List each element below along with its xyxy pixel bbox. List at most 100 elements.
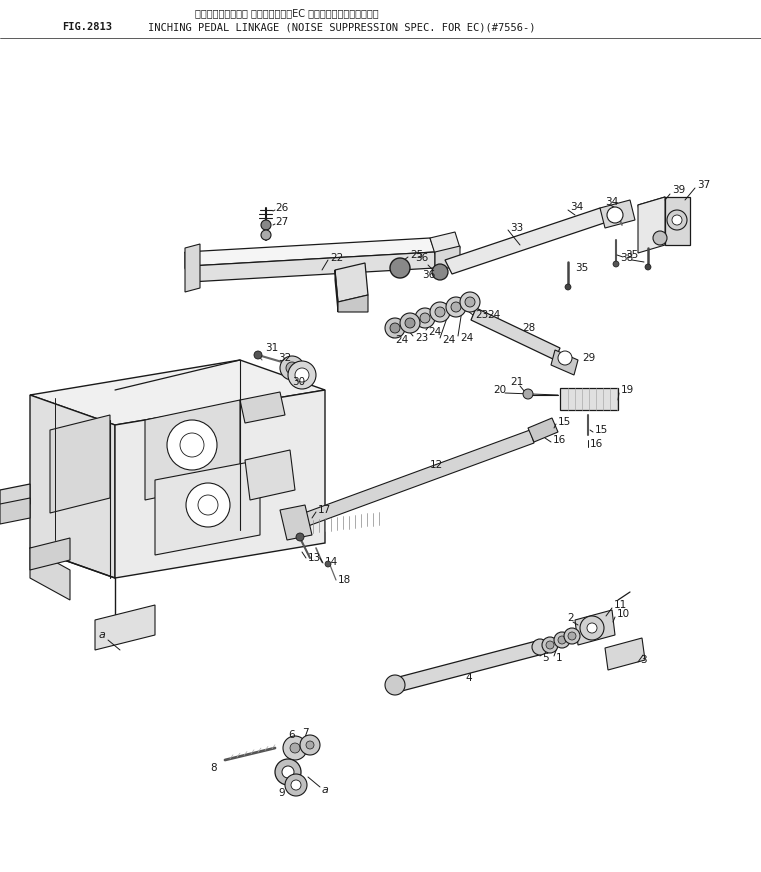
Text: 35: 35	[625, 250, 638, 260]
Circle shape	[667, 210, 687, 230]
Text: 34: 34	[570, 202, 583, 212]
Polygon shape	[145, 400, 240, 500]
Circle shape	[565, 284, 571, 290]
Ellipse shape	[66, 444, 94, 482]
Circle shape	[558, 351, 572, 365]
Text: 8: 8	[210, 763, 217, 773]
Text: 20: 20	[493, 385, 506, 395]
Polygon shape	[335, 270, 338, 312]
Circle shape	[300, 735, 320, 755]
Text: 25: 25	[410, 250, 423, 260]
Circle shape	[400, 313, 420, 333]
Polygon shape	[190, 252, 435, 282]
Polygon shape	[185, 244, 200, 292]
Polygon shape	[95, 605, 155, 650]
Circle shape	[290, 743, 300, 753]
Text: 14: 14	[325, 557, 338, 567]
Ellipse shape	[614, 648, 634, 662]
Text: a: a	[322, 785, 329, 795]
Polygon shape	[445, 208, 607, 274]
Polygon shape	[30, 395, 115, 578]
Circle shape	[564, 628, 580, 644]
Polygon shape	[605, 638, 645, 670]
Polygon shape	[600, 200, 635, 228]
Text: 1: 1	[556, 653, 562, 663]
Text: a: a	[99, 630, 106, 640]
Polygon shape	[430, 232, 460, 254]
Text: 3: 3	[640, 655, 647, 665]
Text: 24: 24	[442, 335, 455, 345]
Polygon shape	[335, 263, 368, 302]
Circle shape	[532, 639, 548, 655]
Circle shape	[420, 313, 430, 323]
Polygon shape	[185, 252, 190, 282]
Circle shape	[325, 561, 331, 567]
Circle shape	[465, 297, 475, 307]
Circle shape	[288, 361, 316, 389]
Text: 10: 10	[617, 609, 630, 619]
Polygon shape	[0, 498, 30, 524]
Polygon shape	[665, 197, 690, 245]
Text: 24: 24	[395, 335, 408, 345]
Circle shape	[295, 368, 309, 382]
Text: 5: 5	[542, 653, 549, 663]
Text: 37: 37	[697, 180, 710, 190]
Polygon shape	[245, 450, 295, 500]
Text: 35: 35	[575, 263, 588, 273]
Circle shape	[653, 231, 667, 245]
Circle shape	[285, 774, 307, 796]
Text: 2: 2	[567, 613, 574, 623]
Text: 16: 16	[590, 439, 603, 449]
Text: 24: 24	[428, 327, 441, 337]
Circle shape	[186, 483, 230, 527]
Text: 13: 13	[308, 553, 321, 563]
Circle shape	[460, 292, 480, 312]
Text: 6: 6	[288, 730, 295, 740]
Polygon shape	[638, 197, 665, 253]
Polygon shape	[338, 295, 368, 312]
Text: 32: 32	[278, 353, 291, 363]
Circle shape	[554, 632, 570, 648]
Text: 21: 21	[510, 377, 524, 387]
Polygon shape	[551, 350, 578, 375]
Text: 38: 38	[620, 253, 633, 263]
Circle shape	[430, 302, 450, 322]
Circle shape	[451, 302, 461, 312]
Circle shape	[254, 351, 262, 359]
Text: 22: 22	[330, 253, 343, 263]
Circle shape	[415, 308, 435, 328]
Circle shape	[558, 636, 566, 644]
Circle shape	[261, 230, 271, 240]
Circle shape	[607, 207, 623, 223]
Text: 39: 39	[672, 185, 685, 195]
Polygon shape	[560, 388, 618, 410]
Polygon shape	[280, 505, 312, 540]
Text: 33: 33	[510, 223, 524, 233]
Circle shape	[385, 675, 405, 695]
Circle shape	[283, 736, 307, 760]
Text: 27: 27	[275, 217, 288, 227]
Circle shape	[542, 637, 558, 653]
Circle shape	[568, 632, 576, 640]
Text: 34: 34	[605, 197, 618, 207]
Circle shape	[167, 420, 217, 470]
Text: 24: 24	[487, 310, 500, 320]
Circle shape	[275, 759, 301, 785]
Text: 16: 16	[553, 435, 566, 445]
Polygon shape	[30, 548, 70, 600]
Text: 15: 15	[558, 417, 572, 427]
Circle shape	[613, 261, 619, 267]
Text: 36: 36	[415, 253, 428, 263]
Polygon shape	[528, 418, 558, 442]
Circle shape	[405, 318, 415, 328]
Circle shape	[286, 362, 298, 374]
Circle shape	[672, 215, 682, 225]
Text: 7: 7	[302, 728, 309, 738]
Text: INCHING PEDAL LINKAGE (NOISE SUPPRESSION SPEC. FOR EC)(#7556-): INCHING PEDAL LINKAGE (NOISE SUPPRESSION…	[148, 22, 536, 32]
Text: インチング　ペダル リンケージ　（EC のノイズサプレッション）: インチング ペダル リンケージ （EC のノイズサプレッション）	[195, 8, 379, 18]
Text: 31: 31	[265, 343, 279, 353]
Polygon shape	[115, 390, 325, 578]
Circle shape	[580, 616, 604, 640]
Polygon shape	[471, 308, 560, 360]
Circle shape	[587, 623, 597, 633]
